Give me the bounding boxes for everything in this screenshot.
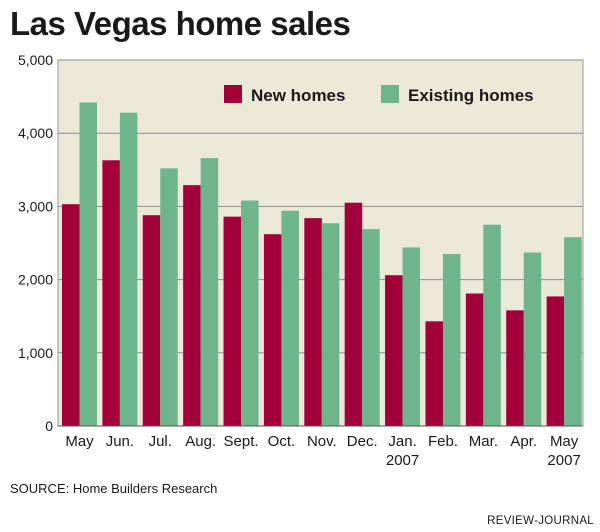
x-tick-label: Feb. — [428, 433, 458, 450]
x-tick-label: Apr. — [510, 433, 537, 450]
x-tick-label: Sept. — [224, 433, 259, 450]
new-homes-bar — [546, 296, 565, 426]
new-homes-bar — [385, 275, 403, 426]
new-homes-bar — [304, 218, 322, 426]
x-tick-label: May — [65, 433, 94, 450]
x-tick-label: May — [550, 433, 579, 450]
legend-swatch-new-homes — [224, 85, 242, 103]
source-note: SOURCE: Home Builders Research — [10, 481, 218, 496]
y-tick-label: 3,000 — [18, 198, 53, 214]
legend-swatch-existing-homes — [381, 85, 399, 103]
publisher-credit: REVIEW-JOURNAL — [487, 515, 594, 527]
existing-homes-bar — [523, 252, 542, 426]
new-homes-bar — [102, 160, 120, 426]
existing-homes-bar — [281, 210, 299, 426]
legend-label-new-homes: New homes — [251, 86, 345, 105]
existing-homes-bar — [160, 168, 178, 426]
y-tick-label: 5,000 — [18, 52, 53, 68]
existing-homes-bar — [564, 237, 582, 426]
x-tick-label: Nov. — [307, 433, 337, 450]
new-homes-bar — [344, 202, 363, 426]
x-tick-label: 2007 — [386, 452, 419, 469]
y-tick-label: 2,000 — [18, 272, 53, 288]
existing-homes-bar — [321, 223, 340, 426]
x-tick-label: 2007 — [547, 452, 580, 469]
new-homes-bar — [465, 293, 484, 426]
y-tick-label: 0 — [45, 418, 53, 434]
new-homes-bar — [62, 204, 80, 426]
new-homes-bar — [223, 216, 242, 426]
existing-homes-bar — [362, 229, 380, 426]
existing-homes-bar — [119, 112, 138, 426]
x-tick-label: Jan. — [388, 433, 416, 450]
x-tick-label: Mar. — [469, 433, 498, 450]
x-tick-label: Jul. — [149, 433, 172, 450]
y-tick-label: 1,000 — [18, 345, 53, 361]
existing-homes-bar — [79, 102, 97, 427]
x-tick-label: Jun. — [106, 433, 134, 450]
new-homes-bar — [263, 234, 282, 426]
new-homes-bar — [142, 215, 161, 426]
new-homes-bar — [183, 185, 201, 426]
new-homes-bar — [506, 310, 524, 426]
x-tick-label: Dec. — [347, 433, 378, 450]
x-tick-label: Oct. — [268, 433, 296, 450]
y-tick-label: 4,000 — [18, 125, 53, 141]
existing-homes-bar — [200, 158, 219, 426]
legend: New homes Existing homes — [224, 85, 534, 105]
new-homes-bar — [425, 321, 443, 426]
existing-homes-bar — [241, 200, 259, 426]
existing-homes-bar — [402, 247, 421, 426]
x-tick-label: Aug. — [185, 433, 216, 450]
existing-homes-bar — [483, 224, 501, 426]
legend-label-existing-homes: Existing homes — [408, 86, 534, 105]
chart-title: Las Vegas home sales — [10, 5, 351, 42]
existing-homes-bar — [442, 253, 461, 426]
